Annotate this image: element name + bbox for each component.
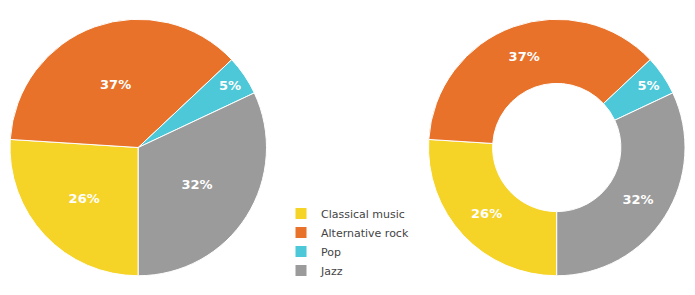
svg-text:26%: 26% bbox=[471, 206, 502, 221]
svg-text:37%: 37% bbox=[100, 77, 131, 92]
svg-text:5%: 5% bbox=[637, 78, 659, 93]
svg-text:5%: 5% bbox=[219, 78, 241, 93]
svg-text:Classical music: Classical music bbox=[321, 208, 405, 221]
svg-text:Alternative rock: Alternative rock bbox=[321, 227, 409, 240]
svg-text:Pop: Pop bbox=[321, 246, 341, 259]
svg-text:32%: 32% bbox=[622, 192, 653, 207]
svg-text:Jazz: Jazz bbox=[320, 265, 343, 278]
svg-text:37%: 37% bbox=[509, 49, 540, 64]
svg-text:32%: 32% bbox=[181, 177, 212, 192]
svg-text:26%: 26% bbox=[69, 191, 100, 206]
